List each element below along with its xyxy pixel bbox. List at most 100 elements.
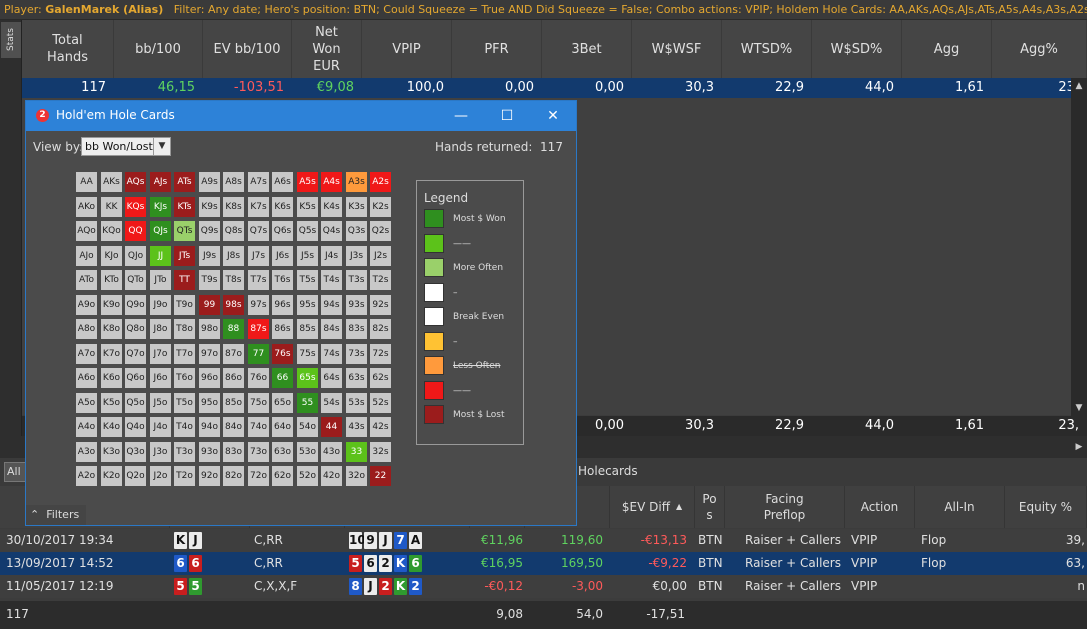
hands-column-header[interactable]: $EV Diff ▲ — [610, 486, 695, 528]
hole-card-cell[interactable]: K3s — [346, 197, 367, 217]
hole-card-cell[interactable]: T7o — [174, 344, 195, 364]
hole-card-cell[interactable]: AKo — [76, 197, 97, 217]
hole-card-cell[interactable]: A3s — [346, 172, 367, 192]
hole-card-cell[interactable]: Q5o — [125, 393, 146, 413]
hole-card-cell[interactable]: Q5s — [297, 221, 318, 241]
hole-card-cell[interactable]: 84o — [223, 417, 244, 437]
hole-card-cell[interactable]: JJ — [150, 246, 171, 266]
stats-column-header[interactable]: Agg — [902, 20, 992, 78]
hole-card-cell[interactable]: A5o — [76, 393, 97, 413]
hole-card-cell[interactable]: 83s — [346, 319, 367, 339]
hole-card-cell[interactable]: 66 — [272, 368, 293, 388]
stats-column-header[interactable]: WTSD% — [722, 20, 812, 78]
hole-card-cell[interactable]: 97s — [248, 295, 269, 315]
hole-card-cell[interactable]: 94s — [321, 295, 342, 315]
maximize-icon[interactable]: ☐ — [500, 108, 514, 124]
hole-card-cell[interactable]: 65s — [297, 368, 318, 388]
stats-column-header[interactable]: bb/100 — [114, 20, 203, 78]
hole-card-cell[interactable]: 43o — [321, 442, 342, 462]
hole-card-cell[interactable]: 95s — [297, 295, 318, 315]
hole-card-cell[interactable]: 85o — [223, 393, 244, 413]
hole-card-cell[interactable]: A7s — [248, 172, 269, 192]
hole-card-cell[interactable]: 32o — [346, 466, 367, 486]
stats-column-header[interactable]: VPIP — [362, 20, 452, 78]
hole-card-cell[interactable]: A2o — [76, 466, 97, 486]
hole-card-cell[interactable]: 95o — [199, 393, 220, 413]
stats-column-header[interactable]: 3Bet — [542, 20, 632, 78]
hole-card-cell[interactable]: K7o — [101, 344, 122, 364]
hole-card-cell[interactable]: K5o — [101, 393, 122, 413]
hole-card-cell[interactable]: 32s — [370, 442, 391, 462]
hole-card-cell[interactable]: 76s — [272, 344, 293, 364]
hole-card-cell[interactable]: J5s — [297, 246, 318, 266]
hole-card-cell[interactable]: AA — [76, 172, 97, 192]
hole-card-cell[interactable]: 52o — [297, 466, 318, 486]
hole-card-cell[interactable]: 86o — [223, 368, 244, 388]
hole-card-cell[interactable]: 94o — [199, 417, 220, 437]
hole-card-cell[interactable]: K6s — [272, 197, 293, 217]
hole-card-cell[interactable]: T8o — [174, 319, 195, 339]
hole-card-cell[interactable]: Q8o — [125, 319, 146, 339]
hole-card-cell[interactable]: T6s — [272, 270, 293, 290]
hands-column-header[interactable]: Equity % — [1005, 486, 1087, 528]
hole-card-cell[interactable]: 82s — [370, 319, 391, 339]
hole-card-cell[interactable]: 53s — [346, 393, 367, 413]
hole-card-cell[interactable]: A5s — [297, 172, 318, 192]
hands-column-header[interactable]: Po s — [695, 486, 725, 528]
hole-card-cell[interactable]: 87s — [248, 319, 269, 339]
hole-card-cell[interactable]: 43s — [346, 417, 367, 437]
hole-card-cell[interactable]: 86s — [272, 319, 293, 339]
hole-card-cell[interactable]: 93s — [346, 295, 367, 315]
hole-card-cell[interactable]: A6s — [272, 172, 293, 192]
minimize-icon[interactable]: — — [454, 108, 468, 124]
hole-card-cell[interactable]: 76o — [248, 368, 269, 388]
hole-card-cell[interactable]: 93o — [199, 442, 220, 462]
hole-card-cell[interactable]: 83o — [223, 442, 244, 462]
hole-card-cell[interactable]: Q4s — [321, 221, 342, 241]
stats-column-header[interactable]: Net Won EUR — [292, 20, 362, 78]
hole-card-cell[interactable]: 77 — [248, 344, 269, 364]
hole-card-cell[interactable]: 52s — [370, 393, 391, 413]
hole-card-cell[interactable]: T4s — [321, 270, 342, 290]
hole-card-cell[interactable]: KQo — [101, 221, 122, 241]
hole-card-cell[interactable]: 82o — [223, 466, 244, 486]
hole-card-cell[interactable]: 54s — [321, 393, 342, 413]
tab-all[interactable]: All — [4, 462, 26, 482]
hole-card-cell[interactable]: Q3s — [346, 221, 367, 241]
hole-card-cell[interactable]: T5s — [297, 270, 318, 290]
hole-card-cell[interactable]: Q2s — [370, 221, 391, 241]
hands-column-header[interactable] — [525, 486, 610, 528]
hole-card-cell[interactable]: 74o — [248, 417, 269, 437]
player-name[interactable]: GalenMarek (Alias) — [45, 3, 164, 16]
hole-card-cell[interactable]: AQs — [125, 172, 146, 192]
hole-card-cell[interactable]: K6o — [101, 368, 122, 388]
hole-card-cell[interactable]: 92o — [199, 466, 220, 486]
hole-card-cell[interactable]: 96o — [199, 368, 220, 388]
hole-card-cell[interactable]: A7o — [76, 344, 97, 364]
hole-card-cell[interactable]: T3s — [346, 270, 367, 290]
hole-card-cell[interactable]: 55 — [297, 393, 318, 413]
hole-card-cell[interactable]: A9o — [76, 295, 97, 315]
hole-card-cell[interactable]: K8o — [101, 319, 122, 339]
hole-card-cell[interactable]: J8s — [223, 246, 244, 266]
hole-card-cell[interactable]: Q3o — [125, 442, 146, 462]
hole-card-cell[interactable]: A4o — [76, 417, 97, 437]
hole-card-cell[interactable]: J9s — [199, 246, 220, 266]
close-icon[interactable]: ✕ — [547, 108, 559, 124]
stats-vertical-scrollbar[interactable]: ▲ ▼ — [1071, 78, 1087, 416]
hole-card-cell[interactable]: 44 — [321, 417, 342, 437]
hole-card-cell[interactable]: AKs — [101, 172, 122, 192]
filters-toggle[interactable]: ⌃ Filters — [26, 505, 86, 525]
hole-card-cell[interactable]: JTs — [174, 246, 195, 266]
table-row[interactable]: 30/10/2017 19:34 K J C,RR 109 J 7 A €11,96 119,60… — [0, 529, 1087, 552]
hole-card-cell[interactable]: 62s — [370, 368, 391, 388]
view-by-select[interactable]: bb Won/Lost ▼ — [81, 137, 171, 156]
hole-card-cell[interactable]: A9s — [199, 172, 220, 192]
hole-card-cell[interactable]: 92s — [370, 295, 391, 315]
hole-card-cell[interactable]: 63s — [346, 368, 367, 388]
hole-card-cell[interactable]: QJs — [150, 221, 171, 241]
hole-card-cell[interactable]: AQo — [76, 221, 97, 241]
hole-card-cell[interactable]: J2o — [150, 466, 171, 486]
hole-card-cell[interactable]: A4s — [321, 172, 342, 192]
hole-card-cell[interactable]: J6s — [272, 246, 293, 266]
